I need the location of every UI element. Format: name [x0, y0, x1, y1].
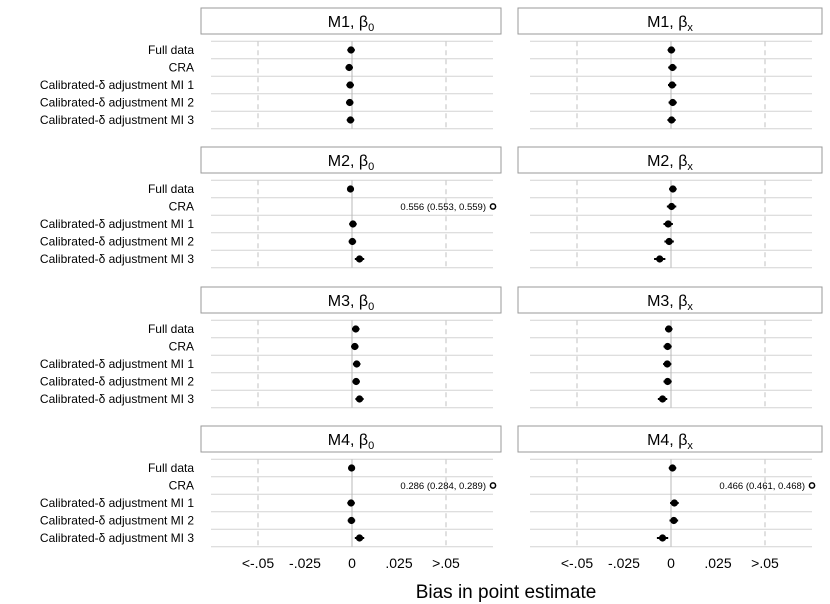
method-label: CRA — [169, 61, 194, 75]
point-estimate — [669, 98, 677, 107]
point-estimate — [658, 534, 667, 542]
panel-strip-m1-beta-0 — [200, 7, 502, 35]
point-estimate — [345, 63, 353, 72]
point-estimate — [348, 464, 356, 472]
x-tick-label: 0 — [667, 555, 675, 571]
method-label: Calibrated-δ adjustment MI 3 — [40, 113, 194, 127]
point-estimate — [667, 202, 676, 211]
panel-strip-m1-beta-x — [517, 7, 823, 35]
point-estimate — [355, 395, 364, 403]
method-label: Calibrated-δ adjustment MI 1 — [40, 217, 194, 231]
x-tick-label: >.05 — [432, 555, 460, 571]
panel-title-m4-beta-x: M4, βx — [647, 432, 693, 452]
panel-title-m2-beta-x: M2, βx — [647, 153, 693, 173]
panel-title-m1-beta-x: M1, βx — [647, 14, 693, 34]
point-estimate — [658, 395, 667, 403]
point-estimate — [670, 499, 678, 507]
point-estimate — [348, 237, 356, 246]
point-estimate — [665, 237, 673, 246]
outlier-point — [489, 482, 497, 489]
point-estimate — [656, 255, 664, 263]
x-tick-label: <-.05 — [242, 555, 275, 571]
point-estimate — [667, 116, 676, 124]
point-estimate — [352, 377, 360, 386]
method-label: Calibrated-δ adjustment MI 3 — [40, 531, 194, 545]
panel-title-m4-beta-0: M4, β0 — [328, 432, 374, 452]
x-tick-label: -.025 — [608, 555, 640, 571]
method-label: Calibrated-δ adjustment MI 1 — [40, 496, 194, 510]
method-label: Calibrated-δ adjustment MI 1 — [40, 78, 194, 92]
point-estimate — [668, 63, 677, 72]
point-estimate — [351, 342, 359, 351]
panel-strip-m3-beta-x — [517, 286, 823, 314]
point-estimate — [663, 360, 671, 368]
x-tick-label: -.025 — [289, 555, 321, 571]
method-label: Calibrated-δ adjustment MI 2 — [40, 96, 194, 110]
point-estimate — [353, 360, 361, 368]
panel-strip-layer: M1, β0 M1, βx M2, β0 M2, βx M3, β0 M3, βx M4, … — [200, 7, 823, 453]
panel-title-m2-beta-0: M2, β0 — [328, 153, 374, 173]
panel-strip-m4-beta-x — [517, 425, 823, 453]
x-axis-title: Bias in point estimate — [416, 582, 597, 603]
point-estimate — [664, 342, 672, 351]
point-estimate — [355, 255, 364, 263]
method-label: Calibrated-δ adjustment MI 1 — [40, 357, 194, 371]
method-label: Calibrated-δ adjustment MI 3 — [40, 392, 194, 406]
x-tick-label: >.05 — [751, 555, 779, 571]
point-estimate — [346, 116, 355, 124]
outlier-label: 0.286 (0.284, 0.289) — [400, 481, 486, 492]
method-label: Full data — [148, 322, 194, 336]
point-estimate — [355, 534, 364, 542]
point-estimate — [668, 464, 677, 472]
point-estimate — [346, 185, 355, 193]
method-label: Calibrated-δ adjustment MI 2 — [40, 514, 194, 528]
panel-title-m1-beta-0: M1, β0 — [328, 14, 374, 34]
x-tick-label: <-.05 — [561, 555, 594, 571]
panel-strip-m2-beta-x — [517, 146, 823, 174]
panel-title-m3-beta-0: M3, β0 — [328, 293, 374, 313]
point-estimate — [352, 325, 360, 333]
point-estimate — [347, 46, 355, 54]
method-label: Full data — [148, 461, 194, 475]
x-tick-label: 0 — [348, 555, 356, 571]
point-estimate — [664, 377, 672, 386]
outlier-point — [808, 482, 816, 489]
outlier-label: 0.466 (0.461, 0.468) — [719, 481, 805, 492]
method-label: Full data — [148, 182, 194, 196]
outlier-point — [489, 203, 497, 210]
method-label-layer: Full data CRA Calibrated-δ adjustment MI 1… — [40, 43, 194, 545]
point-estimate — [346, 98, 354, 107]
method-label: CRA — [169, 479, 194, 493]
panel-strip-m2-beta-0 — [200, 146, 502, 174]
point-estimate — [670, 516, 678, 525]
grid-layer — [211, 40, 812, 548]
method-label: Calibrated-δ adjustment MI 2 — [40, 235, 194, 249]
point-estimate — [667, 46, 675, 54]
x-tick-label: .025 — [385, 555, 412, 571]
point-estimate — [347, 499, 355, 507]
point-estimate — [347, 516, 356, 525]
method-label: Calibrated-δ adjustment MI 3 — [40, 252, 194, 266]
point-estimate — [665, 325, 673, 333]
panel-title-m3-beta-x: M3, βx — [647, 293, 693, 313]
point-estimate — [664, 220, 672, 228]
point-estimate — [669, 185, 677, 193]
panel-strip-m4-beta-0 — [200, 425, 502, 453]
point-estimate — [346, 81, 354, 89]
point-estimate — [349, 220, 357, 228]
estimate-mark-layer: 0.556 (0.553, 0.559) 0.286 (0.284, 0.289)… — [345, 46, 816, 542]
method-label: CRA — [169, 340, 194, 354]
method-label: Full data — [148, 43, 194, 57]
panel-strip-m3-beta-0 — [200, 286, 502, 314]
outlier-label: 0.556 (0.553, 0.559) — [400, 202, 486, 213]
point-estimate — [668, 81, 676, 89]
method-label: Calibrated-δ adjustment MI 2 — [40, 375, 194, 389]
method-label: CRA — [169, 200, 194, 214]
x-tick-label: .025 — [704, 555, 731, 571]
x-axis-layer: <-.05 -.025 0 .025 >.05 <-.05 -.025 0 .025 >.05 Bi… — [242, 555, 779, 603]
